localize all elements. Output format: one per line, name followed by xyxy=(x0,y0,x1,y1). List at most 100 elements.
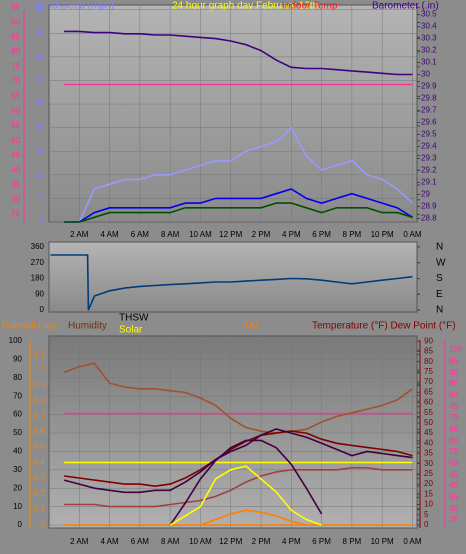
y-tick-label: 10 xyxy=(35,170,44,179)
y-tick-label: 30 xyxy=(13,465,22,474)
y-tick-label: 90 xyxy=(35,289,44,298)
series-line xyxy=(64,126,414,223)
y-tick-label: 40 xyxy=(13,447,22,456)
y-tick-label: 0.7 xyxy=(34,412,46,421)
series-line xyxy=(63,428,413,494)
y-tick-label: 55 xyxy=(424,408,433,417)
y-tick-label: 25 xyxy=(11,210,20,219)
y-tick-label: 5 xyxy=(424,510,429,519)
y-tick-label: 65 xyxy=(11,91,20,100)
y-tick-label: 30 xyxy=(35,76,44,85)
y-tick-label: 40 xyxy=(11,165,20,174)
x-tick-label: 8 PM xyxy=(343,537,362,546)
x-tick-label: 2 AM xyxy=(70,230,89,239)
axis-title: Windspeed (mph) xyxy=(35,1,114,12)
series-line xyxy=(50,254,413,311)
axis-title: Temperature (°F) Dew Point (°F) xyxy=(312,321,456,332)
axis-title: Rainfall (.in) xyxy=(2,321,55,332)
y-tick-label: 35 xyxy=(449,493,458,502)
y-tick-label: 60 xyxy=(424,398,433,407)
y-tick-label: 25 xyxy=(424,469,433,478)
x-tick-label: 4 AM xyxy=(100,230,119,239)
x-tick-label: 2 PM xyxy=(252,537,271,546)
x-tick-label: 8 PM xyxy=(343,230,362,239)
y-tick-label: 0.1 xyxy=(34,505,46,514)
y-tick-label: 0 xyxy=(40,305,45,314)
y-tick-label: S xyxy=(436,273,443,284)
axis-title: THSW xyxy=(119,313,149,324)
x-tick-label: 4 AM xyxy=(100,537,119,546)
y-tick-label: 360 xyxy=(31,242,45,251)
y-tick-label: 80 xyxy=(449,391,458,400)
y-tick-label: 60 xyxy=(11,106,20,115)
y-tick-label: 0 xyxy=(40,217,45,226)
y-tick-label: 0.8 xyxy=(34,396,46,405)
y-tick-label: 28.8 xyxy=(421,214,437,223)
y-tick-label: 20 xyxy=(13,483,22,492)
y-tick-label: 30.2 xyxy=(421,46,437,55)
y-tick-label: 70 xyxy=(13,391,22,400)
y-tick-label: 45 xyxy=(11,151,20,160)
y-tick-label: 25 xyxy=(35,99,44,108)
panel-direction xyxy=(48,241,418,313)
y-tick-label: 100 xyxy=(449,345,463,354)
y-tick-label: 90 xyxy=(449,368,458,377)
y-tick-label: 29.2 xyxy=(421,166,437,175)
y-tick-label: 85 xyxy=(449,379,458,388)
y-tick-label: 10 xyxy=(424,500,433,509)
y-tick-label: 29.9 xyxy=(421,82,437,91)
axis-title: Indoor Temp xyxy=(282,1,338,12)
y-tick-label: 40 xyxy=(449,481,458,490)
y-tick-label: 0.5 xyxy=(34,443,46,452)
x-tick-label: 10 AM xyxy=(189,537,212,546)
y-tick-label: 60 xyxy=(449,436,458,445)
series-line xyxy=(64,467,413,508)
y-tick-label: 29.1 xyxy=(421,178,437,187)
y-tick-label: 30 xyxy=(421,70,430,79)
series-line xyxy=(64,188,413,223)
y-tick-label: N xyxy=(436,305,443,316)
x-tick-label: 8 AM xyxy=(161,230,180,239)
y-tick-label: 95 xyxy=(449,356,458,365)
y-tick-label: 85 xyxy=(424,347,433,356)
axis-title: Solar xyxy=(119,325,143,336)
y-tick-label: 0.6 xyxy=(34,427,46,436)
y-tick-label: 90 xyxy=(13,354,22,363)
y-tick-label: W xyxy=(436,257,446,268)
y-tick-label: 80 xyxy=(424,357,433,366)
chart-title: 24 hour graph day February 12th xyxy=(172,1,318,12)
y-tick-label: 15 xyxy=(35,146,44,155)
y-tick-label: 85 xyxy=(11,32,20,41)
axis-title: Barometer (.in) xyxy=(372,1,439,12)
x-tick-label: 8 AM xyxy=(161,537,180,546)
y-tick-label: 29.5 xyxy=(421,130,437,139)
y-tick-label: 75 xyxy=(11,62,20,71)
y-tick-label: 29.4 xyxy=(421,142,437,151)
y-tick-label: 45 xyxy=(424,428,433,437)
y-tick-label: 75 xyxy=(424,367,433,376)
y-tick-label: 70 xyxy=(424,377,433,386)
y-tick-label: 0.2 xyxy=(34,489,46,498)
y-tick-label: 90 xyxy=(424,336,433,345)
y-tick-label: 0 xyxy=(18,520,23,529)
x-tick-label: 10 PM xyxy=(371,230,394,239)
y-tick-label: 95 xyxy=(11,3,20,12)
x-tick-label: 6 PM xyxy=(312,230,331,239)
series-line xyxy=(169,439,323,526)
y-tick-label: 20 xyxy=(424,479,433,488)
y-tick-label: 45 xyxy=(449,470,458,479)
y-tick-label: 180 xyxy=(31,274,45,283)
y-tick-label: 29.3 xyxy=(421,154,437,163)
x-tick-label: 12 PM xyxy=(219,537,242,546)
y-tick-label: N xyxy=(436,242,443,253)
y-tick-label: 40 xyxy=(424,438,433,447)
y-tick-label: 90 xyxy=(11,18,20,27)
x-tick-label: 10 AM xyxy=(189,230,212,239)
series-line xyxy=(200,509,307,526)
y-tick-label: 20 xyxy=(35,123,44,132)
y-tick-label: 0.9 xyxy=(34,381,46,390)
y-tick-label: 1.1 xyxy=(34,350,46,359)
x-tick-label: 6 AM xyxy=(131,537,150,546)
y-tick-label: 30.3 xyxy=(421,34,437,43)
